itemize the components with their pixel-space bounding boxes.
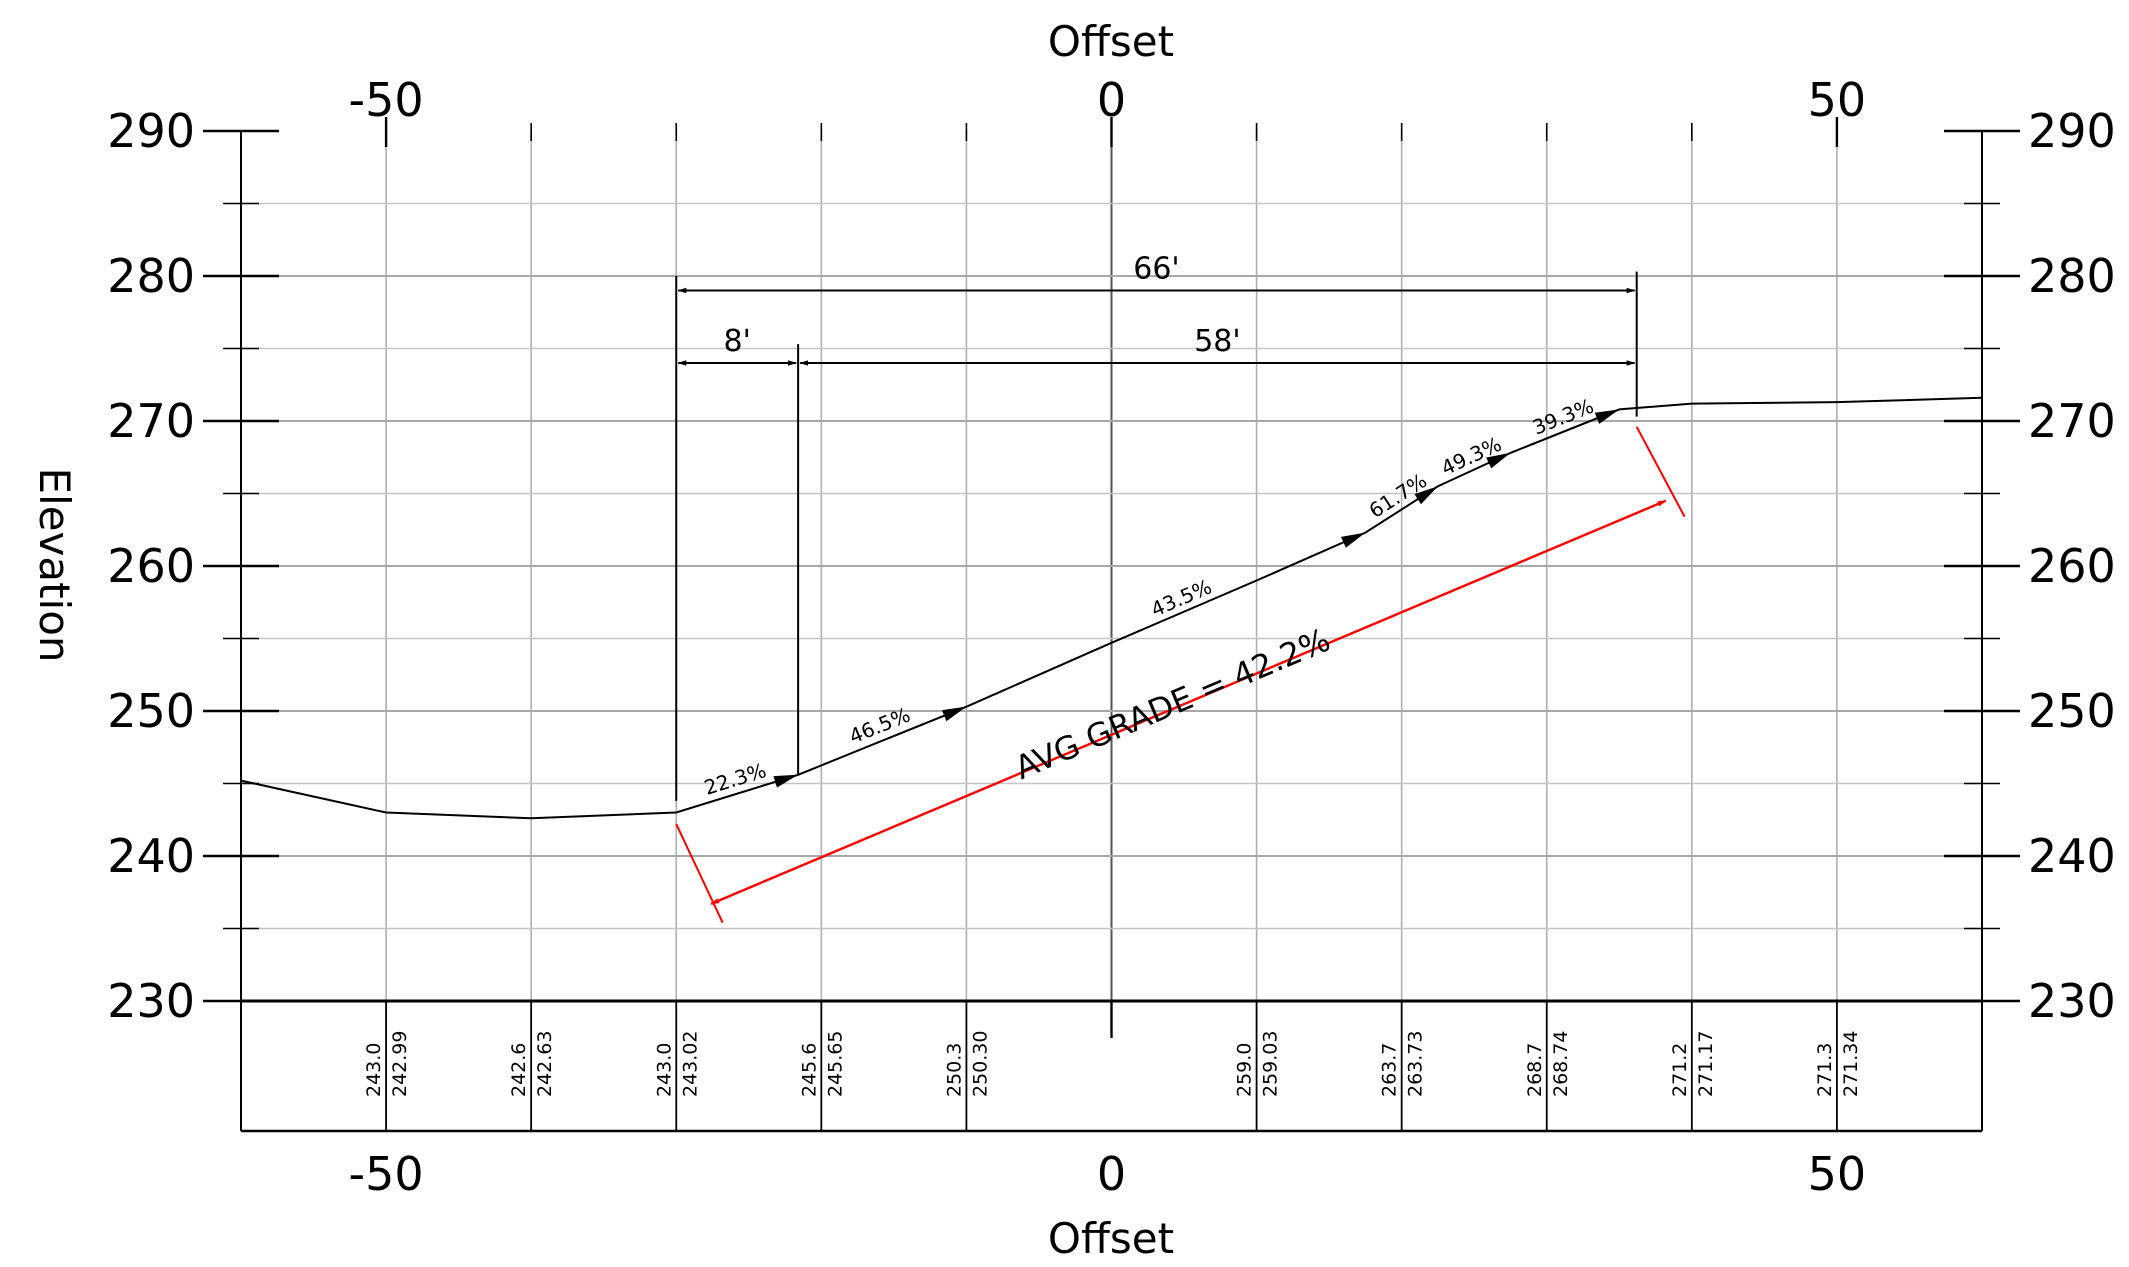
x-tick-label-top: 50 xyxy=(1808,73,1867,127)
table-value-left: 243.0 xyxy=(363,1043,385,1097)
table-value-left: 268.7 xyxy=(1524,1043,1546,1097)
y-tick-label-left: 240 xyxy=(107,829,195,883)
y-tick-label-left: 260 xyxy=(107,539,195,593)
y-tick-label-right: 250 xyxy=(2028,684,2116,738)
table-value-right: 242.63 xyxy=(534,1031,556,1097)
table-value-left: 243.0 xyxy=(653,1043,675,1097)
table-value-right: 271.17 xyxy=(1695,1031,1717,1097)
table-value-left: 271.2 xyxy=(1669,1043,1691,1097)
table-value-right: 250.30 xyxy=(969,1031,991,1097)
y-axis-title: Elevation xyxy=(30,467,79,662)
profile-arrowhead xyxy=(773,774,799,788)
grade-label: 43.5% xyxy=(1147,574,1215,621)
table-value-left: 271.3 xyxy=(1814,1043,1836,1097)
avg-grade-extension-end xyxy=(1635,426,1686,518)
y-tick-label-right: 270 xyxy=(2028,394,2116,448)
avg-grade-label: AVG GRADE = 42.2% xyxy=(1009,621,1335,787)
table-value-left: 245.6 xyxy=(798,1043,820,1097)
x-tick-label-top: 0 xyxy=(1097,73,1126,127)
table-value-left: 242.6 xyxy=(508,1043,530,1097)
y-tick-label-right: 290 xyxy=(2028,104,2116,158)
table-value-left: 263.7 xyxy=(1379,1043,1401,1097)
y-tick-label-left: 290 xyxy=(107,104,195,158)
dimension-label: 58' xyxy=(1194,324,1240,359)
table-value-left: 250.3 xyxy=(943,1043,965,1097)
y-tick-label-right: 280 xyxy=(2028,249,2116,303)
table-value-right: 263.73 xyxy=(1405,1031,1427,1097)
y-tick-label-left: 280 xyxy=(107,249,195,303)
profile-arrowhead xyxy=(1414,486,1438,505)
dimension-label: 8' xyxy=(724,324,751,359)
table-value-right: 271.34 xyxy=(1840,1031,1862,1097)
x-tick-label-bottom: 0 xyxy=(1097,1147,1126,1201)
table-value-right: 259.03 xyxy=(1260,1031,1282,1097)
table-value-right: 268.74 xyxy=(1550,1031,1572,1097)
x-axis-title-top: Offset xyxy=(1048,17,1174,66)
y-tick-label-left: 270 xyxy=(107,394,195,448)
grid xyxy=(241,131,1982,1001)
avg-grade-line xyxy=(710,499,1667,905)
avg-grade-extension-start xyxy=(675,823,724,924)
x-tick-label-bottom: 50 xyxy=(1808,1147,1867,1201)
dimension-label: 66' xyxy=(1133,252,1179,287)
table-value-right: 242.99 xyxy=(389,1031,411,1097)
x-axis-title-bottom: Offset xyxy=(1048,1214,1174,1263)
station-table: 243.0 242.99 242.6 242.63 243.0 243.02 245.6 24… xyxy=(240,1001,1983,1133)
table-value-left: 259.0 xyxy=(1234,1043,1256,1097)
x-tick-label-bottom: -50 xyxy=(349,1147,424,1201)
x-tick-label-top: -50 xyxy=(349,73,424,127)
y-tick-label-right: 240 xyxy=(2028,829,2116,883)
table-value-right: 245.65 xyxy=(824,1031,846,1097)
y-tick-label-right: 260 xyxy=(2028,539,2116,593)
profile-arrowhead xyxy=(1594,409,1620,424)
profile-arrowhead xyxy=(1341,532,1366,548)
table-value-right: 243.02 xyxy=(679,1031,701,1097)
annotations: 22.3%46.5%43.5%61.7%49.3%39.3%AVG GRADE … xyxy=(675,394,1686,924)
y-tick-label-left: 230 xyxy=(107,974,195,1028)
grade-label: 49.3% xyxy=(1437,432,1505,480)
profile-arrowhead xyxy=(1486,452,1511,469)
y-tick-label-right: 230 xyxy=(2028,974,2116,1028)
y-tick-label-left: 250 xyxy=(107,684,195,738)
